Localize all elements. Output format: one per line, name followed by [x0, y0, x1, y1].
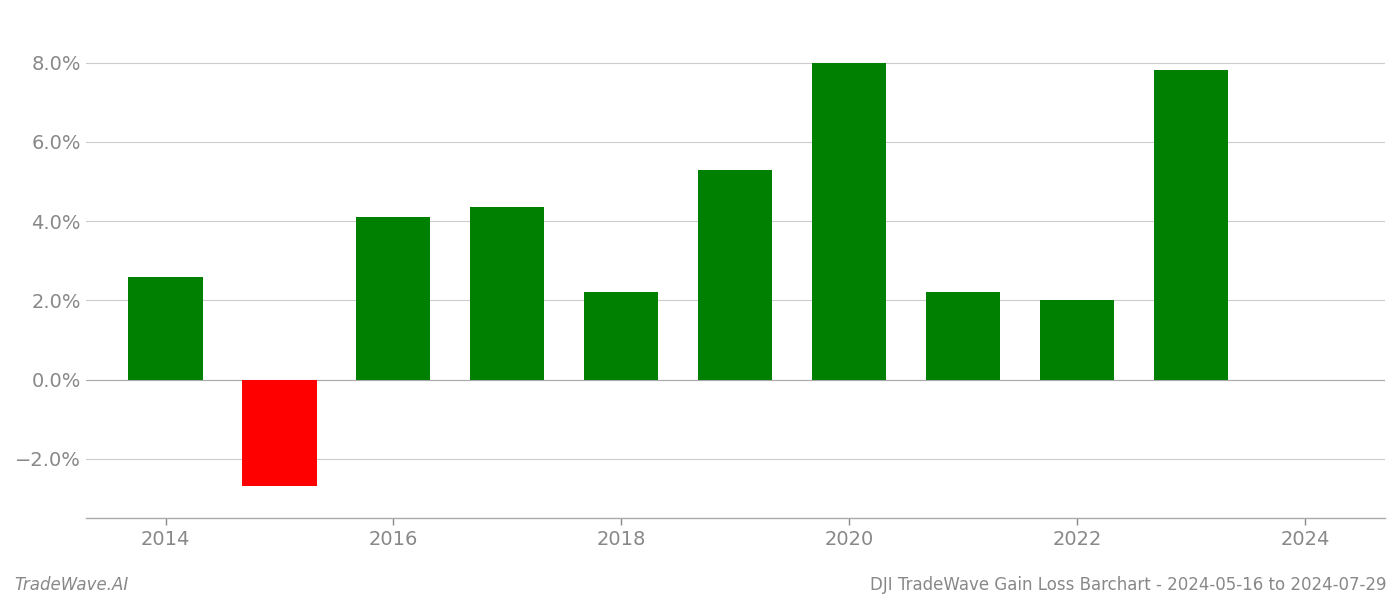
- Bar: [584, 292, 658, 380]
- Bar: [927, 292, 1001, 380]
- Text: DJI TradeWave Gain Loss Barchart - 2024-05-16 to 2024-07-29: DJI TradeWave Gain Loss Barchart - 2024-…: [869, 576, 1386, 594]
- Bar: [357, 217, 430, 380]
- Bar: [699, 170, 773, 380]
- Bar: [1154, 70, 1228, 380]
- Bar: [1040, 300, 1114, 380]
- Bar: [242, 380, 316, 487]
- Text: TradeWave.AI: TradeWave.AI: [14, 576, 129, 594]
- Bar: [129, 277, 203, 380]
- Bar: [812, 62, 886, 380]
- Bar: [470, 207, 545, 380]
